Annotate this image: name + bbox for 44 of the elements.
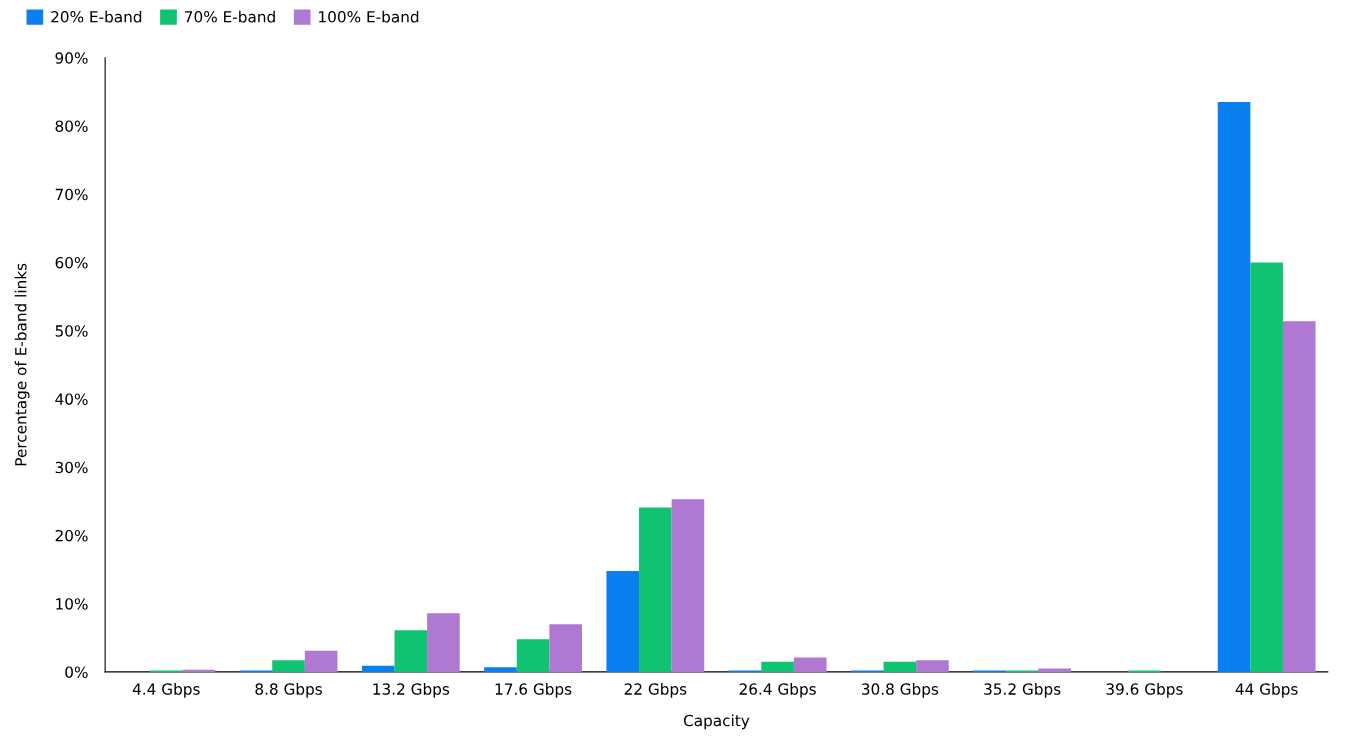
y-tick-label: 40% [55, 393, 88, 405]
y-tick-label: 80% [55, 120, 88, 132]
x-tick-label: 13.2 Gbps [373, 683, 450, 698]
y-axis-title: Percentage of E-band links [14, 263, 30, 466]
x-tick-label: 44 Gbps [1235, 683, 1298, 698]
x-tick-label: 39.6 Gbps [1106, 683, 1183, 698]
legend-label: 70% E-band [185, 10, 275, 23]
bar [427, 613, 460, 672]
bar [1217, 102, 1251, 672]
legend-label: 20% E-band [51, 10, 142, 23]
bar [549, 624, 582, 672]
legend-label: 100% E-band [319, 10, 419, 23]
y-tick-label: 90% [55, 52, 88, 64]
bar [883, 661, 917, 672]
bar [1250, 262, 1283, 672]
x-tick-label: 26.4 Gbps [739, 683, 816, 698]
y-tick-label: 50% [55, 325, 88, 337]
x-tick-label: 35.2 Gbps [984, 683, 1061, 698]
bar [484, 667, 517, 672]
bar [394, 630, 428, 672]
y-tick-label: 30% [55, 461, 88, 474]
x-tick-label: 30.8 Gbps [861, 683, 939, 698]
bar [606, 570, 640, 672]
bar [304, 650, 338, 672]
x-axis-title: Capacity [683, 714, 750, 730]
bar [671, 499, 705, 672]
bar [916, 660, 949, 672]
bar [361, 665, 395, 672]
x-tick-label: 4.4 Gbps [132, 683, 200, 698]
x-tick-label: 17.6 Gbps [495, 683, 572, 698]
y-tick-label: 60% [55, 256, 88, 269]
y-tick-label: 10% [56, 598, 88, 610]
y-tick-label: 70% [55, 188, 88, 201]
bar [639, 507, 672, 672]
bar [793, 657, 827, 672]
x-tick-label: 8.8 Gbps [255, 683, 322, 698]
bar [272, 660, 305, 672]
bar [1282, 321, 1316, 672]
x-tick-label: 22 Gbps [624, 683, 687, 698]
bar [182, 669, 216, 672]
y-tick-label: 0% [65, 666, 88, 678]
bar [761, 661, 794, 672]
y-tick-label: 20% [55, 529, 88, 542]
bar [516, 639, 550, 672]
